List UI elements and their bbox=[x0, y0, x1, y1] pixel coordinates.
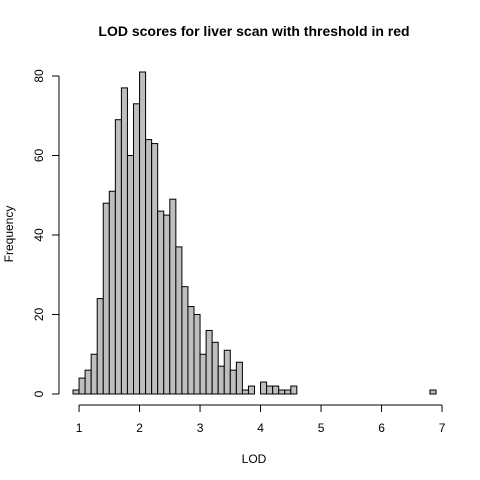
histogram-bar bbox=[206, 330, 212, 394]
chart-title: LOD scores for liver scan with threshold… bbox=[98, 23, 409, 39]
histogram-bar bbox=[152, 144, 158, 394]
histogram-bar bbox=[291, 386, 297, 394]
histogram-bar bbox=[170, 199, 176, 394]
histogram-bar bbox=[176, 247, 182, 394]
histogram-bar bbox=[200, 354, 206, 394]
histogram-bar bbox=[182, 287, 188, 394]
histogram-bar bbox=[85, 370, 91, 394]
histogram-bar bbox=[109, 191, 115, 394]
x-tick-label: 6 bbox=[378, 421, 385, 435]
x-axis: 1 2 3 4 5 6 7 bbox=[76, 405, 446, 435]
histogram-bar bbox=[248, 386, 254, 394]
y-tick-label: 40 bbox=[32, 228, 46, 242]
histogram-bar bbox=[194, 314, 200, 394]
histogram-bar bbox=[140, 72, 146, 394]
x-tick-label: 4 bbox=[257, 421, 264, 435]
histogram-bar bbox=[79, 378, 85, 394]
histogram-bar bbox=[212, 342, 218, 394]
histogram-bar bbox=[134, 104, 140, 394]
histogram-bar bbox=[115, 120, 121, 394]
histogram-bar bbox=[121, 88, 127, 394]
x-tick-label: 5 bbox=[318, 421, 325, 435]
histogram-bar bbox=[73, 390, 79, 394]
histogram-bar bbox=[218, 366, 224, 394]
y-axis-title: Frequency bbox=[2, 206, 16, 263]
x-axis-title: LOD bbox=[242, 452, 267, 466]
histogram-bar bbox=[91, 354, 97, 394]
y-axis: 0 20 40 60 80 bbox=[32, 69, 59, 397]
x-tick-label: 2 bbox=[136, 421, 143, 435]
histogram-bar bbox=[230, 370, 236, 394]
histogram-bar bbox=[97, 299, 103, 394]
histogram-bar bbox=[103, 203, 109, 394]
histogram-bar bbox=[224, 350, 230, 394]
histogram-bar bbox=[127, 155, 133, 394]
histogram-bar bbox=[158, 211, 164, 394]
y-tick-label: 0 bbox=[32, 390, 46, 397]
histogram-bar bbox=[279, 390, 285, 394]
y-tick-label: 20 bbox=[32, 307, 46, 321]
histogram-bar bbox=[236, 362, 242, 394]
y-tick-label: 60 bbox=[32, 148, 46, 162]
histogram-bar bbox=[267, 386, 273, 394]
histogram-bar bbox=[146, 140, 152, 394]
histogram-bar bbox=[188, 307, 194, 394]
x-tick-label: 7 bbox=[439, 421, 446, 435]
histogram-bar bbox=[261, 382, 267, 394]
histogram-bars bbox=[73, 72, 436, 394]
histogram-bar bbox=[273, 386, 279, 394]
y-tick-label: 80 bbox=[32, 69, 46, 83]
histogram-bar bbox=[430, 390, 436, 394]
x-tick-label: 1 bbox=[76, 421, 83, 435]
x-tick-label: 3 bbox=[197, 421, 204, 435]
histogram-bar bbox=[285, 390, 291, 394]
histogram-bar bbox=[242, 390, 248, 394]
histogram-bar bbox=[164, 215, 170, 394]
